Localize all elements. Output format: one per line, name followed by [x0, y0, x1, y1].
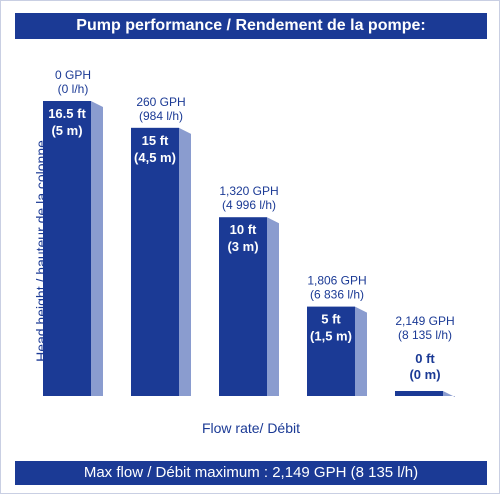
- bar: [219, 217, 267, 396]
- head-m-label: (4,5 m): [134, 150, 176, 165]
- bar-side-face: [443, 391, 455, 397]
- flow-rate-lh-label: (0 l/h): [58, 82, 89, 96]
- bar: [307, 306, 355, 396]
- chart-title: Pump performance / Rendement de la pompe…: [15, 13, 487, 39]
- head-ft-label: 16.5 ft: [48, 106, 86, 121]
- bar-group-3: 1,806 GPH(6 836 l/h) 5 ft (1,5 m): [307, 274, 367, 396]
- head-ft-label: 10 ft: [230, 222, 257, 237]
- flow-rate-lh-label: (8 135 l/h): [398, 328, 452, 342]
- head-ft-label: 15 ft: [142, 133, 169, 148]
- flow-rate-lh-label: (4 996 l/h): [222, 198, 276, 212]
- flow-rate-lh-label: (984 l/h): [139, 109, 183, 123]
- max-flow-footer: Max flow / Débit maximum : 2,149 GPH (8 …: [15, 461, 487, 485]
- bar-side-face: [267, 217, 279, 396]
- flow-rate-gph-label: 260 GPH: [136, 95, 185, 109]
- flow-rate-gph-label: 1,320 GPH: [219, 184, 278, 198]
- bar-group-2: 1,320 GPH(4 996 l/h) 10 ft (3 m): [219, 184, 279, 396]
- flow-rate-lh-label: (6 836 l/h): [310, 288, 364, 302]
- bar-group-0: 0 GPH(0 l/h) 16.5 ft (5 m): [43, 68, 103, 396]
- bar-side-face: [179, 127, 191, 397]
- flow-rate-gph-label: 2,149 GPH: [395, 314, 454, 328]
- bar: [131, 127, 179, 397]
- x-axis-label: Flow rate/ Débit: [201, 420, 301, 436]
- head-m-label: (0 m): [409, 367, 440, 382]
- head-m-label: (3 m): [227, 239, 258, 254]
- bar-group-4: 2,149 GPH(8 135 l/h) 0 ft(0 m): [395, 314, 455, 397]
- bar-side-face: [91, 101, 103, 396]
- flow-rate-gph-label: 1,806 GPH: [307, 274, 366, 288]
- bar: [43, 101, 91, 396]
- head-ft-label: 0 ft: [415, 351, 435, 366]
- flow-rate-gph-label: 0 GPH: [55, 68, 91, 82]
- bar: [395, 391, 443, 396]
- head-m-label: (5 m): [51, 123, 82, 138]
- head-ft-label: 5 ft: [321, 312, 341, 327]
- head-m-label: (1,5 m): [310, 329, 352, 344]
- bar-group-1: 260 GPH(984 l/h) 15 ft (4,5 m): [131, 95, 191, 397]
- bar-side-face: [355, 306, 367, 396]
